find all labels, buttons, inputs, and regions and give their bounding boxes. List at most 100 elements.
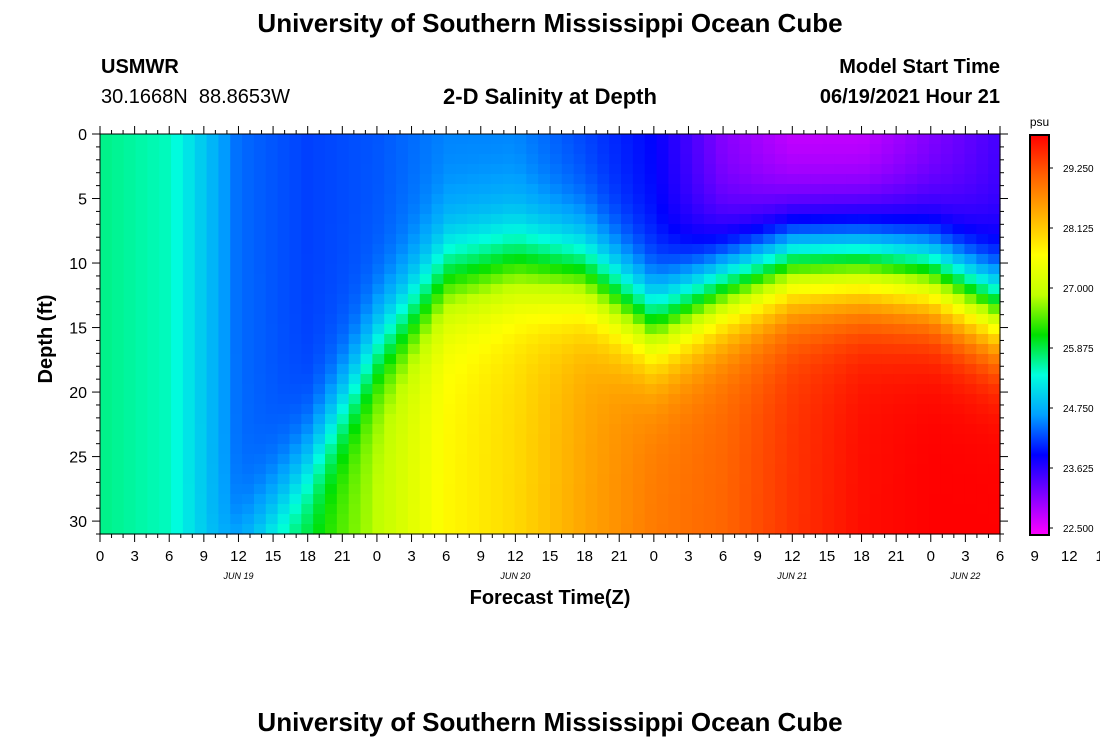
heatmap-cell [644, 324, 658, 335]
heatmap-cell [680, 314, 693, 325]
heatmap-cell [822, 294, 835, 305]
heatmap-cell [277, 294, 291, 305]
heatmap-cell [253, 344, 267, 355]
heatmap-cell [242, 134, 255, 145]
heatmap-cell [526, 514, 539, 525]
heatmap-cell [289, 394, 302, 405]
heatmap-cell [857, 144, 871, 155]
heatmap-cell [159, 294, 172, 305]
heatmap-cell [230, 294, 243, 305]
heatmap-cell [692, 234, 705, 245]
heatmap-cell [609, 154, 622, 165]
heatmap-cell [621, 524, 634, 535]
heatmap-cell [810, 384, 823, 395]
heatmap-cell [656, 494, 670, 505]
heatmap-cell [490, 354, 504, 365]
heatmap-cell [656, 474, 670, 485]
heatmap-cell [869, 304, 883, 315]
heatmap-cell [656, 464, 670, 475]
heatmap-cell [893, 324, 906, 335]
heatmap-cell [289, 424, 302, 435]
heatmap-cell [561, 194, 575, 205]
heatmap-cell [348, 454, 362, 465]
heatmap-cell [822, 304, 835, 315]
heatmap-cell [668, 134, 681, 145]
heatmap-cell [905, 234, 918, 245]
heatmap-cell [905, 514, 918, 525]
heatmap-cell [621, 504, 634, 515]
heatmap-cell [265, 494, 279, 505]
heatmap-cell [857, 364, 871, 375]
heatmap-cell [171, 524, 184, 535]
heatmap-cell [846, 244, 859, 255]
heatmap-cell [159, 514, 172, 525]
heatmap-cell [182, 184, 196, 195]
heatmap-cell [135, 434, 148, 445]
heatmap-cell [242, 154, 255, 165]
heatmap-cell [135, 224, 148, 235]
heatmap-cell [810, 234, 823, 245]
heatmap-cell [822, 364, 835, 375]
colorbar: 29.25028.12527.00025.87524.75023.62522.5… [1029, 115, 1094, 536]
heatmap-cell [550, 284, 563, 295]
heatmap-cell [478, 374, 492, 385]
heatmap-cell [727, 494, 741, 505]
heatmap-cell [265, 164, 279, 175]
heatmap-cell [253, 174, 267, 185]
heatmap-cell [940, 194, 954, 205]
heatmap-cell [123, 384, 137, 395]
heatmap-cell [478, 194, 492, 205]
heatmap-cell [822, 194, 835, 205]
heatmap-cell [881, 324, 895, 335]
heatmap-cell [881, 194, 895, 205]
heatmap-cell [798, 304, 812, 315]
heatmap-cell [585, 524, 598, 535]
heatmap-cell [360, 164, 373, 175]
heatmap-cell [715, 224, 729, 235]
heatmap-cell [384, 184, 397, 195]
heatmap-cell [846, 324, 859, 335]
heatmap-cell [561, 354, 575, 365]
heatmap-cell [171, 134, 184, 145]
heatmap-cell [265, 464, 279, 475]
heatmap-cell [123, 204, 137, 215]
heatmap-cell [952, 304, 966, 315]
heatmap-cell [384, 194, 397, 205]
heatmap-cell [739, 494, 752, 505]
heatmap-cell [550, 234, 563, 245]
heatmap-cell [301, 234, 314, 245]
heatmap-cell [431, 294, 445, 305]
heatmap-cell [550, 494, 563, 505]
heatmap-cell [786, 324, 800, 335]
heatmap-cell [206, 324, 220, 335]
heatmap-cell [253, 134, 267, 145]
heatmap-cell [988, 454, 1001, 465]
heatmap-cell [348, 304, 362, 315]
heatmap-cell [822, 404, 835, 415]
heatmap-cell [952, 384, 966, 395]
heatmap-cell [573, 364, 587, 375]
heatmap-cell [846, 154, 859, 165]
heatmap-cell [538, 504, 551, 515]
heatmap-cell [348, 484, 362, 495]
heatmap-cell [100, 154, 113, 165]
heatmap-cell [182, 144, 196, 155]
heatmap-cell [348, 224, 362, 235]
heatmap-cell [182, 294, 196, 305]
heatmap-cell [561, 474, 575, 485]
heatmap-cell [277, 214, 291, 225]
heatmap-cell [159, 384, 172, 395]
heatmap-cell [265, 434, 279, 445]
heatmap-cell [372, 134, 385, 145]
heatmap-cell [822, 324, 835, 335]
heatmap-cell [182, 394, 196, 405]
heatmap-cell [751, 324, 764, 335]
heatmap-cell [159, 254, 172, 265]
heatmap-cell [194, 304, 208, 315]
heatmap-cell [301, 484, 314, 495]
heatmap-cell [988, 444, 1001, 455]
heatmap-cell [822, 254, 835, 265]
heatmap-cell [123, 374, 137, 385]
heatmap-cell [431, 154, 445, 165]
heatmap-cell [419, 434, 433, 445]
